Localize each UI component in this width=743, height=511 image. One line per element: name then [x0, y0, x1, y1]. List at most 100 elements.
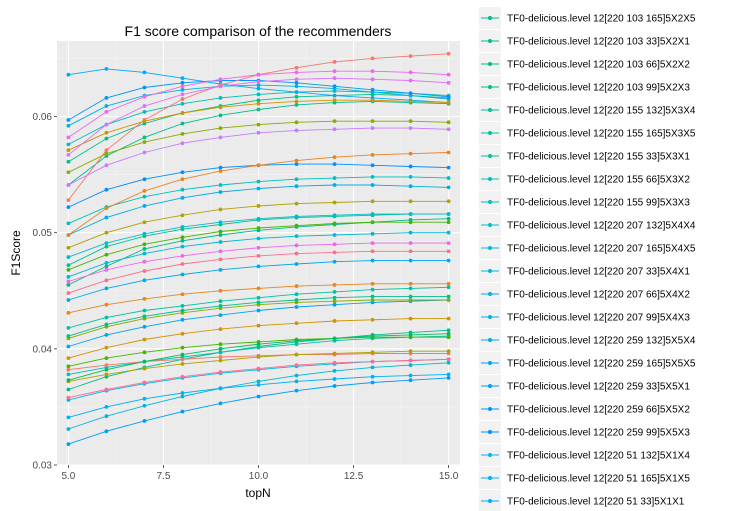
data-point — [66, 255, 71, 259]
data-point — [294, 262, 299, 266]
data-point — [294, 184, 299, 189]
data-point — [294, 223, 299, 228]
series — [66, 357, 451, 400]
data-point — [408, 175, 413, 179]
x-tick-label: 7.5 — [156, 471, 170, 482]
data-point — [446, 80, 451, 85]
data-point — [66, 135, 71, 140]
legend-key-point — [488, 154, 492, 158]
data-point — [66, 142, 71, 147]
data-point — [446, 294, 451, 299]
series — [66, 241, 451, 284]
data-point — [332, 360, 337, 365]
series — [66, 285, 451, 330]
legend-label: TF0-delicious.level 12[220 103 99]5X2X3 — [507, 83, 690, 94]
x-tick-label: 10.0 — [249, 471, 269, 482]
data-point — [66, 364, 71, 369]
data-point — [104, 363, 109, 367]
data-point — [142, 85, 147, 90]
data-point — [408, 378, 413, 383]
data-point — [294, 84, 299, 89]
data-point — [142, 366, 147, 371]
data-point — [294, 388, 299, 393]
legend-label: TF0-delicious.level 12[220 207 99]5X4X3 — [507, 313, 690, 324]
data-point — [66, 310, 71, 315]
data-point — [104, 109, 109, 114]
data-point — [142, 278, 147, 283]
series — [66, 258, 451, 302]
x-tick-label: 15.0 — [439, 471, 459, 482]
data-point — [370, 294, 375, 299]
data-point — [180, 394, 185, 399]
data-point — [446, 349, 451, 354]
data-point — [142, 135, 147, 140]
data-point — [66, 221, 71, 226]
data-point — [256, 308, 261, 313]
data-point — [180, 141, 185, 146]
data-point — [256, 323, 261, 328]
data-point — [218, 229, 223, 234]
data-point — [142, 350, 147, 355]
data-point — [218, 240, 223, 244]
data-point — [294, 342, 299, 347]
data-point — [446, 176, 451, 180]
data-point — [104, 429, 109, 434]
data-point — [104, 286, 109, 291]
data-point — [332, 369, 337, 373]
data-point — [332, 319, 337, 323]
data-point — [408, 241, 413, 246]
data-point — [294, 379, 299, 384]
data-point — [332, 93, 337, 98]
series — [66, 281, 451, 315]
data-point — [446, 199, 451, 204]
series — [66, 150, 451, 237]
data-point — [142, 188, 147, 193]
data-point — [408, 199, 413, 204]
data-point — [408, 316, 413, 321]
data-point — [256, 245, 261, 250]
data-point — [218, 386, 223, 391]
data-point — [256, 86, 261, 91]
data-point — [218, 126, 223, 131]
data-point — [256, 286, 261, 291]
data-point — [446, 249, 451, 254]
legend-key-point — [488, 315, 492, 319]
data-point — [66, 159, 71, 164]
data-point — [218, 183, 223, 187]
data-point — [142, 231, 147, 236]
data-point — [446, 360, 451, 365]
data-point — [104, 241, 109, 246]
data-point — [446, 258, 451, 263]
data-point — [370, 77, 375, 82]
data-point — [408, 349, 413, 354]
data-point — [66, 72, 71, 77]
data-point — [446, 94, 451, 99]
data-point — [370, 212, 375, 216]
data-point — [370, 98, 375, 103]
data-point — [104, 151, 109, 156]
data-point — [446, 328, 451, 333]
data-point — [446, 220, 451, 225]
data-point — [218, 165, 223, 170]
data-point — [332, 295, 337, 300]
data-point — [218, 105, 223, 110]
data-point — [218, 327, 223, 331]
data-point — [218, 313, 223, 318]
data-point — [294, 201, 299, 206]
data-point — [370, 258, 375, 263]
legend-key-point — [488, 361, 492, 365]
series — [66, 220, 451, 272]
data-point — [294, 158, 299, 163]
data-point — [332, 176, 337, 180]
data-point — [294, 284, 299, 289]
data-point — [180, 111, 185, 115]
data-point — [66, 267, 71, 272]
data-point — [180, 101, 185, 106]
data-point — [256, 122, 261, 127]
legend-label: TF0-delicious.level 12[220 103 66]5X2X2 — [507, 60, 690, 71]
data-point — [104, 148, 109, 153]
data-point — [218, 169, 223, 174]
series — [66, 372, 451, 420]
data-point — [446, 285, 451, 290]
data-point — [332, 351, 337, 356]
